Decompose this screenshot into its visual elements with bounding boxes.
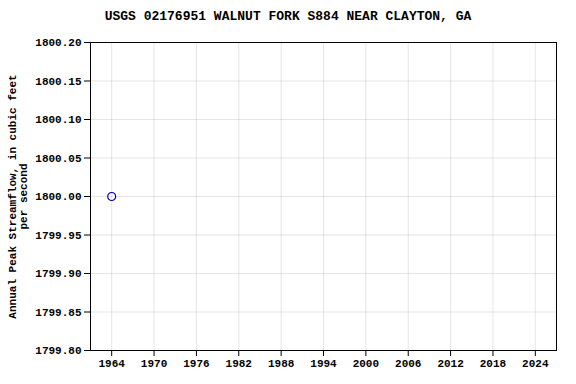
svg-text:1799.95: 1799.95: [35, 230, 82, 242]
svg-text:1799.85: 1799.85: [35, 307, 82, 319]
svg-text:1976: 1976: [183, 358, 209, 370]
svg-text:1800.00: 1800.00: [35, 191, 81, 203]
svg-text:2018: 2018: [480, 358, 507, 370]
svg-text:2006: 2006: [395, 358, 421, 370]
svg-text:1994: 1994: [310, 358, 337, 370]
svg-text:Annual Peak Streamflow, in cub: Annual Peak Streamflow, in cubic feetper…: [7, 74, 30, 318]
svg-text:2024: 2024: [522, 358, 549, 370]
svg-text:2000: 2000: [353, 358, 379, 370]
svg-text:1800.10: 1800.10: [35, 114, 81, 126]
svg-text:1988: 1988: [268, 358, 295, 370]
svg-text:1970: 1970: [141, 358, 167, 370]
svg-text:1800.20: 1800.20: [35, 37, 81, 49]
svg-text:1800.05: 1800.05: [35, 153, 82, 165]
svg-text:1800.15: 1800.15: [35, 76, 82, 88]
svg-text:1982: 1982: [226, 358, 252, 370]
svg-text:1964: 1964: [98, 358, 125, 370]
html-text:USGS 02176951 WALNUT FORK S884: USGS 02176951 WALNUT FORK S884 NEAR CLAY…: [104, 9, 472, 24]
svg-text:1799.80: 1799.80: [35, 345, 81, 357]
svg-text:1799.90: 1799.90: [35, 268, 81, 280]
svg-text:2012: 2012: [437, 358, 463, 370]
